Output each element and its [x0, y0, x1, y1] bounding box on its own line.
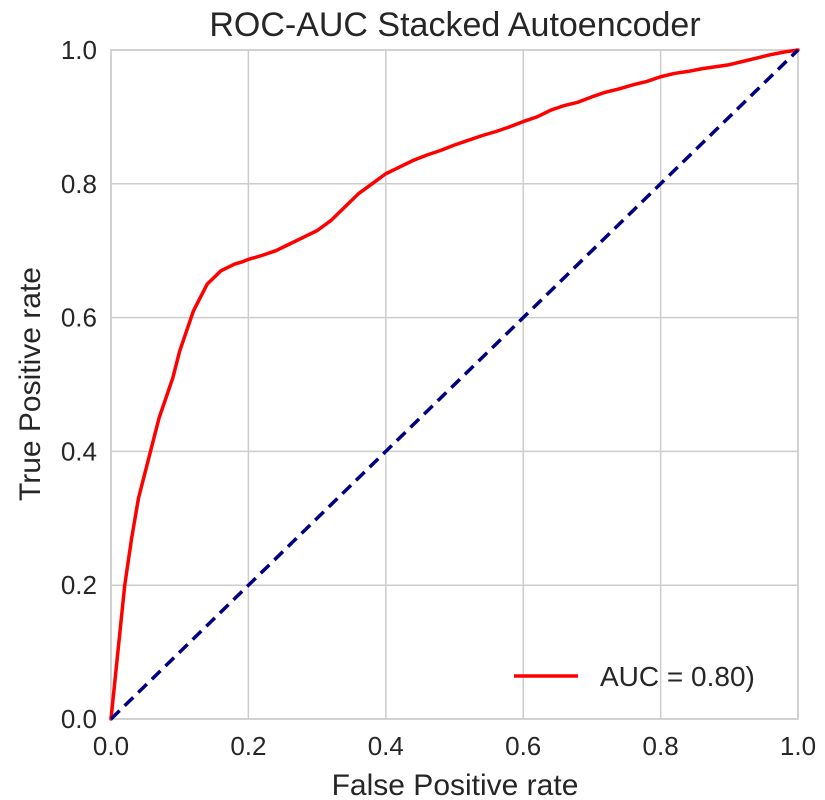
x-tick-labels: 0.0 0.2 0.4 0.6 0.8 1.0 [93, 731, 816, 761]
y-tick-labels: 0.0 0.2 0.4 0.6 0.8 1.0 [61, 35, 97, 734]
series-layer [109, 48, 800, 721]
y-tick-label: 0.8 [61, 169, 97, 199]
y-tick-label: 0.2 [61, 570, 97, 600]
plot-frame [110, 49, 799, 720]
y-tick-label: 0.6 [61, 303, 97, 333]
x-tick-label: 0.4 [368, 731, 404, 761]
legend-label-roc: AUC = 0.80) [600, 661, 755, 692]
y-tick-label: 0.4 [61, 436, 97, 466]
grid-layer [110, 49, 799, 720]
x-tick-label: 0.6 [505, 731, 541, 761]
y-tick-label: 1.0 [61, 35, 97, 65]
y-tick-label: 0.0 [61, 704, 97, 734]
x-tick-label: 0.0 [93, 731, 129, 761]
x-axis-label: False Positive rate [332, 769, 579, 800]
legend: AUC = 0.80) [514, 661, 755, 692]
chart-title: ROC-AUC Stacked Autoencoder [209, 6, 700, 44]
y-axis-label: True Positive rate [14, 267, 47, 501]
x-tick-label: 0.2 [230, 731, 266, 761]
x-tick-label: 1.0 [780, 731, 816, 761]
chance-diagonal-line [109, 48, 800, 721]
roc-curve-line [109, 48, 800, 721]
x-tick-label: 0.8 [643, 731, 679, 761]
